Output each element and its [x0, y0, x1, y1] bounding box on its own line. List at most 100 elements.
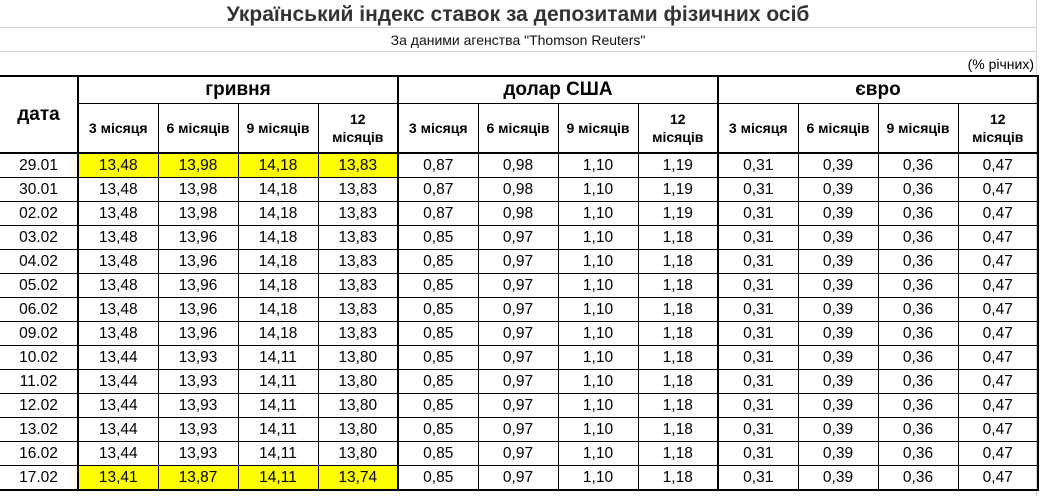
table-row: 06.02 13,48 13,96 14,18 13,83 0,85 0,97 1,10 1,1… — [0, 297, 1039, 322]
rate-cell: 0,31 — [717, 177, 799, 202]
date-cell: 10.02 — [0, 345, 79, 370]
rate-cell: 0,36 — [877, 465, 959, 491]
rate-cell: 13,98 — [157, 177, 239, 202]
rate-cell: 14,11 — [237, 441, 319, 466]
rate-cell: 0,97 — [477, 465, 559, 491]
date-cell: 06.02 — [0, 297, 79, 322]
subheader-usd-3: 12 місяців — [637, 103, 719, 154]
rate-cell: 14,11 — [237, 369, 319, 394]
rate-cell: 0,97 — [477, 225, 559, 250]
rate-cell: 13,80 — [317, 345, 399, 370]
rate-cell: 0,31 — [717, 249, 799, 274]
deposit-rates-table: дата гривня долар США євро 3 місяця 6 міс… — [0, 75, 1039, 491]
rate-cell: 0,47 — [957, 225, 1039, 250]
rate-cell: 0,39 — [797, 201, 879, 226]
rate-cell: 13,96 — [157, 225, 239, 250]
rate-cell: 0,47 — [957, 369, 1039, 394]
rate-cell: 13,93 — [157, 417, 239, 442]
table-row: 12.02 13,44 13,93 14,11 13,80 0,85 0,97 1,10 1,1… — [0, 393, 1039, 418]
rate-cell: 0,36 — [877, 177, 959, 202]
rate-cell: 0,85 — [397, 225, 479, 250]
rate-cell: 13,80 — [317, 393, 399, 418]
rate-cell: 1,10 — [557, 465, 639, 491]
rate-cell: 0,47 — [957, 297, 1039, 322]
table-row: 30.01 13,48 13,98 14,18 13,83 0,87 0,98 1,10 1,1… — [0, 177, 1039, 202]
rate-cell: 13,83 — [317, 225, 399, 250]
rate-cell: 0,31 — [717, 417, 799, 442]
rate-cell: 13,48 — [77, 249, 159, 274]
rate-cell: 0,36 — [877, 201, 959, 226]
rate-cell: 0,97 — [477, 297, 559, 322]
rate-cell: 1,10 — [557, 249, 639, 274]
rate-cell: 13,96 — [157, 273, 239, 298]
rate-cell: 13,98 — [157, 201, 239, 226]
rate-cell: 0,36 — [877, 297, 959, 322]
rate-cell: 13,83 — [317, 201, 399, 226]
rate-cell: 1,18 — [637, 345, 719, 370]
rate-cell: 13,80 — [317, 441, 399, 466]
rate-cell: 14,18 — [237, 225, 319, 250]
rate-cell: 0,36 — [877, 417, 959, 442]
rate-cell: 14,18 — [237, 201, 319, 226]
rate-cell: 0,36 — [877, 273, 959, 298]
subheader-eur-0: 3 місяця — [717, 103, 799, 154]
rate-cell: 13,74 — [317, 465, 399, 491]
rate-cell: 13,48 — [77, 321, 159, 346]
rate-cell: 0,47 — [957, 417, 1039, 442]
rate-cell: 0,39 — [797, 465, 879, 491]
rate-cell: 1,10 — [557, 441, 639, 466]
rate-cell: 13,80 — [317, 417, 399, 442]
rate-cell: 0,85 — [397, 441, 479, 466]
rate-cell: 0,85 — [397, 465, 479, 491]
rate-cell: 0,39 — [797, 249, 879, 274]
rate-cell: 1,10 — [557, 297, 639, 322]
rate-cell: 14,18 — [237, 177, 319, 202]
table-row: 03.02 13,48 13,96 14,18 13,83 0,85 0,97 1,10 1,1… — [0, 225, 1039, 250]
rate-cell: 0,47 — [957, 441, 1039, 466]
rate-cell: 13,93 — [157, 441, 239, 466]
rate-cell: 13,83 — [317, 152, 399, 178]
rate-cell: 13,80 — [317, 369, 399, 394]
subheader-uah-3: 12 місяців — [317, 103, 399, 154]
subheader-usd-1: 6 місяців — [477, 103, 559, 154]
rate-cell: 13,48 — [77, 273, 159, 298]
rate-cell: 1,10 — [557, 417, 639, 442]
rate-cell: 1,18 — [637, 465, 719, 491]
group-header-uah: гривня — [77, 75, 399, 104]
rate-cell: 0,97 — [477, 441, 559, 466]
rate-cell: 13,44 — [77, 369, 159, 394]
rate-cell: 0,97 — [477, 369, 559, 394]
rate-cell: 1,18 — [637, 417, 719, 442]
rate-cell: 0,97 — [477, 393, 559, 418]
rate-cell: 0,39 — [797, 441, 879, 466]
page-title: Український індекс ставок за депозитами … — [0, 0, 1036, 28]
rate-cell: 13,41 — [77, 465, 159, 491]
rate-cell: 13,48 — [77, 225, 159, 250]
rate-cell: 0,47 — [957, 393, 1039, 418]
rate-cell: 14,11 — [237, 417, 319, 442]
rate-cell: 0,85 — [397, 273, 479, 298]
rate-cell: 0,36 — [877, 393, 959, 418]
table-row: 04.02 13,48 13,96 14,18 13,83 0,85 0,97 1,10 1,1… — [0, 249, 1039, 274]
rate-cell: 0,47 — [957, 177, 1039, 202]
rate-cell: 1,10 — [557, 369, 639, 394]
subheader-eur-2: 9 місяців — [877, 103, 959, 154]
rate-cell: 0,97 — [477, 249, 559, 274]
rate-cell: 14,18 — [237, 273, 319, 298]
rate-cell: 13,83 — [317, 273, 399, 298]
rate-cell: 1,10 — [557, 201, 639, 226]
rate-cell: 0,47 — [957, 345, 1039, 370]
rate-cell: 0,31 — [717, 465, 799, 491]
rate-cell: 13,83 — [317, 321, 399, 346]
rate-cell: 1,18 — [637, 297, 719, 322]
rate-cell: 0,31 — [717, 273, 799, 298]
rate-cell: 0,85 — [397, 417, 479, 442]
rate-cell: 1,18 — [637, 369, 719, 394]
rate-cell: 0,31 — [717, 393, 799, 418]
rate-cell: 13,93 — [157, 369, 239, 394]
rate-cell: 13,96 — [157, 297, 239, 322]
rate-cell: 0,98 — [477, 177, 559, 202]
rate-cell: 1,10 — [557, 152, 639, 178]
rate-cell: 1,18 — [637, 225, 719, 250]
rate-cell: 13,93 — [157, 345, 239, 370]
